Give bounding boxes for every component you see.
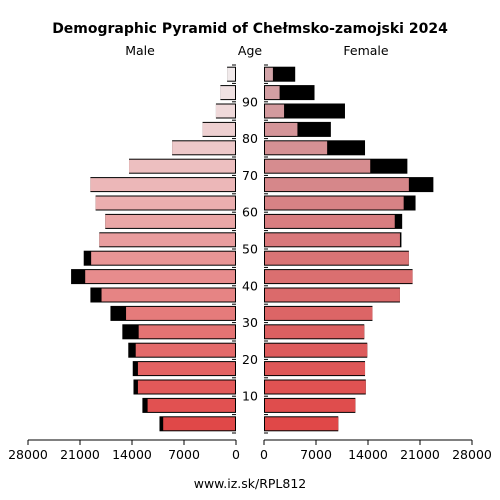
x-axis: 28000 21000 14000 7000 0 0 7000 14000 21000 28000 (8, 439, 492, 462)
x-tick-label: 14000 (348, 447, 388, 462)
age-label: Age (238, 43, 262, 58)
female-bar (265, 325, 365, 339)
male-bar (202, 122, 235, 136)
female-bar (265, 270, 413, 284)
female-bar (265, 233, 400, 247)
female-bar (265, 86, 280, 100)
age-tick-label: 30 (242, 315, 258, 330)
male-bar (105, 214, 235, 228)
male-bar (99, 233, 235, 247)
female-bar-outline (264, 103, 345, 119)
male-bar (163, 417, 235, 431)
male-bar (147, 398, 235, 412)
female-bar (265, 288, 400, 302)
male-bar (95, 196, 235, 210)
male-bar (220, 86, 235, 100)
age-tick-label: 60 (242, 205, 258, 220)
age-tick-label: 20 (242, 352, 258, 367)
male-bar (215, 104, 235, 118)
age-axis: 10 20 30 40 50 60 70 80 90 (232, 64, 268, 434)
age-tick-label: 70 (242, 168, 258, 183)
female-bar (265, 417, 339, 431)
male-bar (137, 362, 235, 376)
x-tick-label: 14000 (112, 447, 152, 462)
source-footer: www.iz.sk/RPL812 (194, 476, 307, 491)
male-bar (129, 159, 235, 173)
age-tick-label: 90 (242, 94, 258, 109)
female-bars (264, 66, 434, 432)
age-tick-label: 50 (242, 242, 258, 257)
male-bars (71, 66, 237, 432)
female-bar (265, 122, 298, 136)
male-bar (227, 67, 235, 81)
male-bar (91, 251, 236, 265)
male-label: Male (125, 43, 155, 58)
age-tick-label: 80 (242, 131, 258, 146)
x-tick-label: 28000 (8, 447, 48, 462)
x-tick-label: 7000 (168, 447, 200, 462)
female-bar (265, 104, 285, 118)
x-tick-label: 7000 (300, 447, 332, 462)
x-tick-label: 0 (260, 447, 268, 462)
female-label: Female (343, 43, 389, 58)
male-bar (90, 178, 236, 192)
female-bar (265, 178, 409, 192)
male-bar (101, 288, 236, 302)
female-bar (265, 343, 368, 357)
male-bar (138, 325, 235, 339)
x-tick-label: 21000 (400, 447, 440, 462)
x-tick-label: 28000 (452, 447, 492, 462)
chart-title: Demographic Pyramid of Chełmsko-zamojski… (52, 21, 448, 37)
male-bar (135, 343, 235, 357)
female-bar (265, 380, 366, 394)
female-bar (265, 251, 409, 265)
age-tick-label: 10 (242, 389, 258, 404)
female-bar (265, 214, 395, 228)
female-bar (265, 141, 328, 155)
female-bar (265, 398, 356, 412)
male-bar (137, 380, 235, 394)
female-bar (265, 362, 366, 376)
female-bar (265, 306, 373, 320)
female-bar (265, 196, 404, 210)
female-bar (265, 67, 273, 81)
x-tick-label: 0 (232, 447, 240, 462)
male-bar (85, 270, 235, 284)
male-bar (126, 306, 235, 320)
x-tick-label: 21000 (60, 447, 100, 462)
male-bar (172, 141, 235, 155)
female-bar (265, 159, 371, 173)
age-tick-label: 40 (242, 278, 258, 293)
